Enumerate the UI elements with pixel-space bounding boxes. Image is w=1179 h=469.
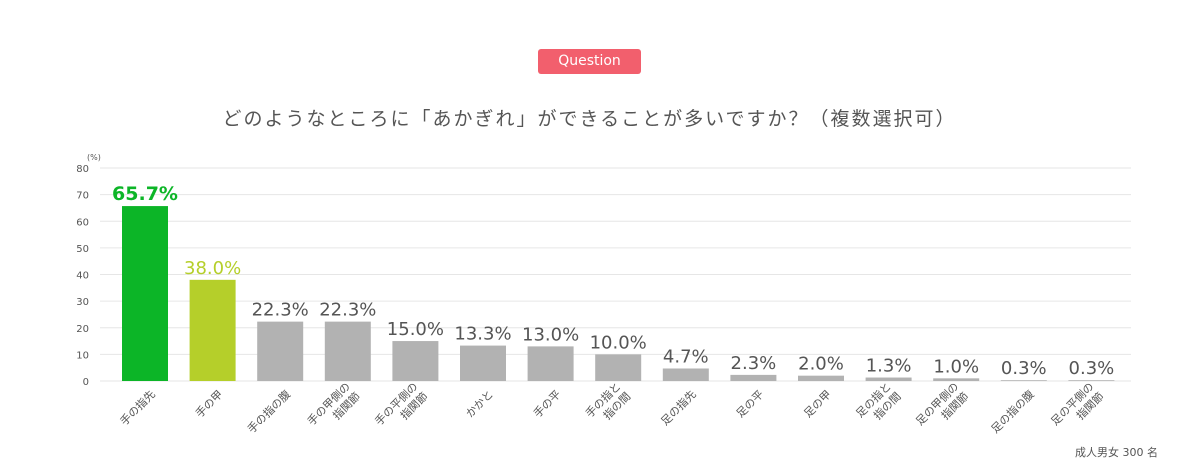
bar-3: [257, 321, 304, 381]
category-label-3: 手の指の腹: [244, 387, 293, 436]
category-label-9: 足の指先: [658, 387, 699, 428]
y-tick-label: 0: [83, 377, 89, 388]
svg-text:手の指の腹: 手の指の腹: [244, 387, 293, 436]
value-label-7: 13.0%: [522, 324, 579, 345]
value-label-5: 15.0%: [387, 319, 444, 340]
value-label-6: 13.3%: [454, 324, 511, 345]
value-label-8: 10.0%: [590, 332, 647, 353]
category-label-7: 手の平: [530, 387, 563, 420]
bar-12: [865, 377, 912, 381]
category-label-10: 足の平: [734, 388, 767, 421]
category-label-5: 手の平側の指関節: [372, 379, 431, 438]
bar-1: [122, 206, 168, 381]
bar-2: [189, 279, 236, 381]
category-label-8: 手の指と指の間: [582, 379, 633, 430]
y-tick-label: 30: [76, 297, 89, 308]
value-label-4: 22.3%: [319, 300, 376, 321]
y-tick-label: 20: [76, 324, 89, 335]
bar-6: [460, 345, 506, 381]
value-label-15: 0.3%: [1069, 358, 1115, 379]
category-label-11: 足の甲: [801, 388, 834, 421]
svg-text:手の甲側の指関節: 手の甲側の指関節: [304, 379, 363, 438]
svg-text:足の平側の指関節: 足の平側の指関節: [1048, 380, 1106, 438]
value-label-10: 2.3%: [731, 353, 777, 374]
svg-text:足の甲側の指関節: 足の甲側の指関節: [913, 380, 971, 438]
value-label-1: 65.7%: [112, 183, 178, 205]
category-labels: 手の指先 手の甲 手の指の腹 手の甲側の指関節 手の平側の指関節 かかと 手の平 手の指と指の…: [117, 379, 1107, 438]
svg-text:足の平: 足の平: [734, 388, 767, 421]
svg-text:手の指と指の間: 手の指と指の間: [582, 379, 633, 430]
svg-text:足の甲: 足の甲: [801, 388, 834, 421]
svg-text:足の指の腹: 足の指の腹: [988, 387, 1037, 436]
bar-9: [662, 368, 709, 381]
bar-14: [1000, 380, 1047, 382]
bar-4: [324, 321, 371, 381]
bar-10: [730, 374, 777, 381]
y-tick-label: 70: [76, 191, 89, 202]
respondents-note: 成人男女 300 名: [1075, 446, 1158, 459]
bar-5: [392, 341, 439, 381]
category-label-6: かかと: [463, 388, 496, 421]
question-badge: Question: [538, 49, 641, 74]
category-label-4: 手の甲側の指関節: [304, 379, 363, 438]
svg-text:手の指先: 手の指先: [117, 387, 158, 428]
svg-text:かかと: かかと: [463, 388, 496, 421]
y-axis-unit-label: (%): [87, 153, 101, 162]
y-tick-label: 40: [76, 271, 89, 282]
svg-text:手の甲: 手の甲: [192, 387, 225, 420]
value-label-2: 38.0%: [184, 258, 241, 279]
bar-8: [595, 354, 642, 381]
bar-11: [798, 375, 844, 381]
y-tick-label: 10: [76, 350, 89, 361]
category-label-12: 足の指と指の間: [853, 379, 904, 430]
y-axis-ticks: 0 10 20 30 40 50 60 70 80: [76, 164, 89, 388]
value-label-3: 22.3%: [252, 300, 309, 321]
category-label-1: 手の指先: [117, 387, 158, 428]
category-label-14: 足の指の腹: [988, 387, 1037, 436]
svg-text:手の平側の指関節: 手の平側の指関節: [372, 379, 431, 438]
value-label-11: 2.0%: [798, 354, 844, 375]
category-label-13: 足の甲側の指関節: [913, 380, 971, 438]
bars: [122, 206, 1115, 382]
value-label-14: 0.3%: [1001, 358, 1047, 379]
y-tick-label: 80: [76, 164, 89, 175]
svg-text:足の指と指の間: 足の指と指の間: [853, 379, 904, 430]
value-label-12: 1.3%: [866, 356, 912, 377]
bar-15: [1068, 380, 1115, 382]
bar-7: [527, 346, 574, 381]
category-label-2: 手の甲: [192, 387, 225, 420]
question-title: どのようなところに「あかぎれ」ができることが多いですか？（複数選択可）: [222, 108, 957, 130]
category-label-15: 足の平側の指関節: [1048, 380, 1106, 438]
bar-13: [933, 378, 980, 381]
value-label-13: 1.0%: [933, 356, 979, 377]
y-tick-label: 60: [76, 217, 89, 228]
value-label-9: 4.7%: [663, 346, 709, 367]
value-labels: 65.7% 38.0% 22.3% 22.3% 15.0% 13.3% 13.0% 10.0%…: [112, 183, 1114, 379]
y-tick-label: 50: [76, 244, 89, 255]
svg-text:手の平: 手の平: [530, 387, 563, 420]
svg-text:足の指先: 足の指先: [658, 387, 699, 428]
